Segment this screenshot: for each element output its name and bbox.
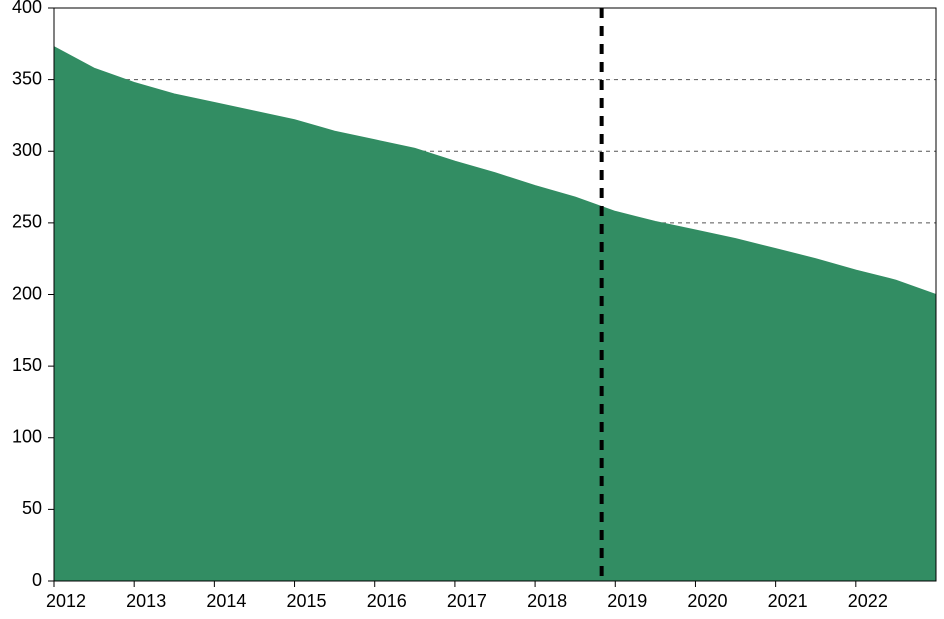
- y-tick-label: 0: [32, 570, 42, 590]
- x-tick-label: 2015: [287, 591, 327, 611]
- x-tick-label: 2016: [367, 591, 407, 611]
- x-tick-label: 2019: [607, 591, 647, 611]
- y-tick-label: 300: [12, 140, 42, 160]
- y-tick-label: 250: [12, 212, 42, 232]
- x-tick-label: 2018: [527, 591, 567, 611]
- area-chart: 0 50 100 150 200 250 300 350 400 2012 2013 2014 2015…: [0, 0, 944, 619]
- y-tick-label: 100: [12, 427, 42, 447]
- x-tick-label: 2014: [206, 591, 246, 611]
- chart-svg: 0 50 100 150 200 250 300 350 400 2012 2013 2014 2015…: [0, 0, 944, 619]
- x-tick-label: 2020: [687, 591, 727, 611]
- y-tick-label: 50: [22, 498, 42, 518]
- x-tick-label: 2022: [848, 591, 888, 611]
- x-tick-label: 2013: [126, 591, 166, 611]
- x-tick-label: 2021: [768, 591, 808, 611]
- y-tick-label: 150: [12, 355, 42, 375]
- y-tick-label: 350: [12, 68, 42, 88]
- x-tick-label: 2017: [447, 591, 487, 611]
- x-tick-label: 2012: [46, 591, 86, 611]
- y-tick-label: 200: [12, 283, 42, 303]
- y-tick-label: 400: [12, 0, 42, 17]
